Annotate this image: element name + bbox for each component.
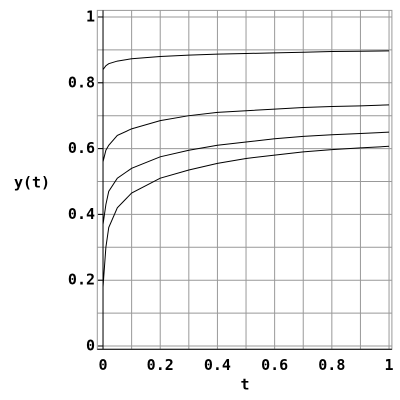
x-tick-label: 0.8 <box>318 356 345 374</box>
x-tick-label: 0.2 <box>147 356 174 374</box>
y-tick-label: 0.6 <box>68 139 95 157</box>
x-tick-label: 1 <box>385 356 394 374</box>
x-axis-label: t <box>240 376 249 394</box>
x-tick-label: 0.4 <box>204 356 231 374</box>
y-tick-label: 0 <box>86 337 95 355</box>
line-series <box>102 104 390 162</box>
y-tick-label: 0.4 <box>68 205 95 223</box>
y-tick-label: 0.8 <box>68 73 95 91</box>
line-series <box>102 131 390 225</box>
y-axis-label: y(t) <box>14 174 50 192</box>
line-series <box>102 50 390 70</box>
x-tick-label: 0.6 <box>261 356 288 374</box>
x-tick-label: 0 <box>99 356 108 374</box>
line-series <box>102 145 390 287</box>
y-tick-label: 0.2 <box>68 271 95 289</box>
y-tick-label: 1 <box>86 7 95 25</box>
